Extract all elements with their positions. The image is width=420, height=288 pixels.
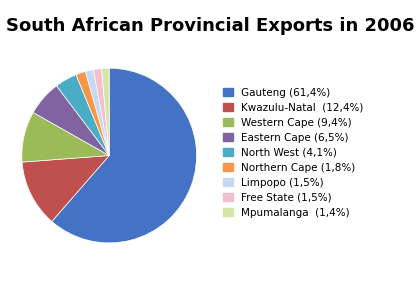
Wedge shape	[52, 68, 197, 243]
Legend: Gauteng (61,4%), Kwazulu-Natal  (12,4%), Western Cape (9,4%), Eastern Cape (6,5%: Gauteng (61,4%), Kwazulu-Natal (12,4%), …	[223, 88, 364, 218]
Wedge shape	[22, 156, 109, 221]
Wedge shape	[33, 86, 109, 156]
Wedge shape	[76, 71, 109, 156]
Text: South African Provincial Exports in 2006: South African Provincial Exports in 2006	[6, 17, 414, 35]
Wedge shape	[85, 70, 109, 156]
Wedge shape	[22, 113, 109, 162]
Wedge shape	[102, 68, 109, 156]
Wedge shape	[93, 69, 109, 156]
Wedge shape	[57, 75, 109, 156]
